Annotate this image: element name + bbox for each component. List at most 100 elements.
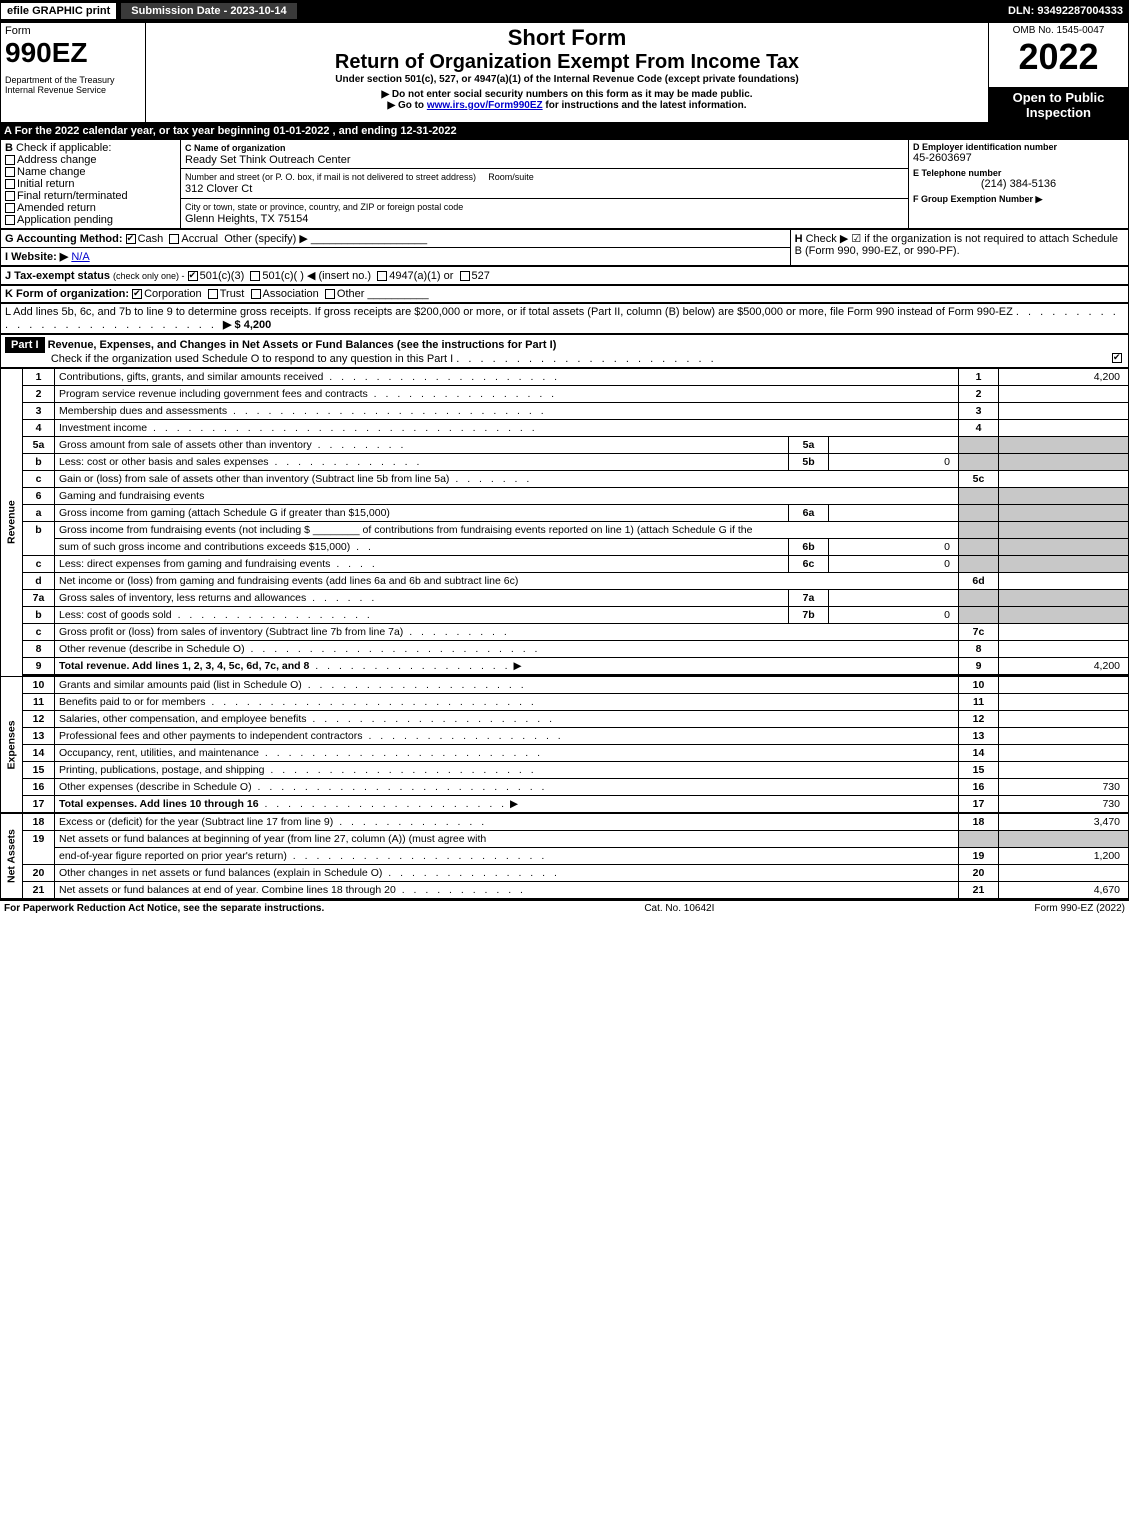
amended-return-checkbox[interactable]	[5, 203, 15, 213]
line-amount	[999, 419, 1129, 436]
line-box: 10	[959, 676, 999, 693]
line-amount	[999, 572, 1129, 589]
line-box-shaded	[959, 589, 999, 606]
city-label: City or town, state or province, country…	[185, 202, 463, 212]
inner-box: 6c	[789, 555, 829, 572]
box-e-label: E Telephone number	[913, 168, 1124, 178]
final-return-checkbox[interactable]	[5, 191, 15, 201]
box-b-label: B	[5, 142, 13, 154]
corporation-checkbox[interactable]	[132, 289, 142, 299]
line-amount	[999, 727, 1129, 744]
line-num: c	[23, 623, 55, 640]
501c3-checkbox[interactable]	[188, 271, 198, 281]
line-num: 12	[23, 710, 55, 727]
line-num: 11	[23, 693, 55, 710]
line-text: Other expenses (describe in Schedule O) …	[55, 778, 959, 795]
line-box: 18	[959, 813, 999, 831]
line-num: 9	[23, 657, 55, 675]
line-box: 21	[959, 881, 999, 899]
initial-return-checkbox[interactable]	[5, 179, 15, 189]
dots: . . . . . . . . . . . . . . . . . . . . …	[456, 353, 716, 365]
box-c-city: City or town, state or province, country…	[181, 198, 909, 228]
box-c-name: C Name of organization Ready Set Think O…	[181, 139, 909, 169]
box-l-table: L Add lines 5b, 6c, and 7b to line 9 to …	[0, 303, 1129, 334]
inner-amount: 0	[829, 555, 959, 572]
line-amount	[999, 864, 1129, 881]
line-text: Other revenue (describe in Schedule O) .…	[55, 640, 959, 657]
line-amount-shaded	[999, 453, 1129, 470]
line-amount	[999, 710, 1129, 727]
trust-checkbox[interactable]	[208, 289, 218, 299]
line-text: Program service revenue including govern…	[55, 385, 959, 402]
website-value[interactable]: N/A	[71, 251, 89, 263]
address-change-checkbox[interactable]	[5, 155, 15, 165]
501c3-label: 501(c)(3)	[200, 270, 245, 282]
line-box: 5c	[959, 470, 999, 487]
line-amount-shaded	[999, 487, 1129, 504]
line-text: Contributions, gifts, grants, and simila…	[55, 368, 959, 385]
efile-print-button[interactable]: efile GRAPHIC print	[0, 2, 117, 20]
footer-center: Cat. No. 10642I	[644, 903, 714, 914]
return-title: Return of Organization Exempt From Incom…	[150, 51, 984, 74]
line-amount-shaded	[999, 589, 1129, 606]
name-change-checkbox[interactable]	[5, 167, 15, 177]
accrual-checkbox[interactable]	[169, 234, 179, 244]
other-org-checkbox[interactable]	[325, 289, 335, 299]
goto-suffix: for instructions and the latest informat…	[543, 100, 747, 111]
box-k: K Form of organization: Corporation Trus…	[1, 285, 1129, 302]
line-num: d	[23, 572, 55, 589]
part1-header-table: Part I Revenue, Expenses, and Changes in…	[0, 334, 1129, 368]
line-box-shaded	[959, 830, 999, 847]
omb-year-cell: OMB No. 1545-0047 2022	[989, 23, 1129, 88]
box-l-amount: ▶ $ 4,200	[223, 319, 271, 331]
goto-instructions: ▶ Go to www.irs.gov/Form990EZ for instru…	[150, 100, 984, 111]
line-text: Less: direct expenses from gaming and fu…	[55, 555, 789, 572]
line-box-shaded	[959, 453, 999, 470]
schedule-o-checkbox[interactable]	[1112, 353, 1122, 363]
line-num: c	[23, 470, 55, 487]
line-box: 2	[959, 385, 999, 402]
inner-box: 7a	[789, 589, 829, 606]
association-checkbox[interactable]	[251, 289, 261, 299]
inner-amount: 0	[829, 606, 959, 623]
line-text: Total revenue. Add lines 1, 2, 3, 4, 5c,…	[55, 657, 959, 675]
4947a1-checkbox[interactable]	[377, 271, 387, 281]
irs-link[interactable]: www.irs.gov/Form990EZ	[427, 100, 543, 111]
omb-number: OMB No. 1545-0047	[993, 25, 1124, 36]
line-box: 16	[959, 778, 999, 795]
line-amount: 3,470	[999, 813, 1129, 831]
line-amount: 4,200	[999, 368, 1129, 385]
line-text: Occupancy, rent, utilities, and maintena…	[55, 744, 959, 761]
line-num: 6	[23, 487, 55, 504]
line-box: 13	[959, 727, 999, 744]
application-pending-checkbox[interactable]	[5, 215, 15, 225]
line-text: Excess or (deficit) for the year (Subtra…	[55, 813, 959, 831]
box-d-label: D Employer identification number	[913, 142, 1124, 152]
inner-box: 6a	[789, 504, 829, 521]
box-c-label: C Name of organization	[185, 143, 286, 153]
527-checkbox[interactable]	[460, 271, 470, 281]
cash-checkbox[interactable]	[126, 234, 136, 244]
part1-label: Part I	[5, 337, 45, 353]
street-label: Number and street (or P. O. box, if mail…	[185, 172, 476, 182]
tax-year: 2022	[993, 36, 1124, 78]
line-box: 3	[959, 402, 999, 419]
inner-box: 5a	[789, 436, 829, 453]
line-box: 7c	[959, 623, 999, 640]
box-i: I Website: ▶ N/A	[1, 247, 791, 265]
line-box: 20	[959, 864, 999, 881]
box-f-label: F Group Exemption Number ▶	[913, 194, 1124, 205]
501c-checkbox[interactable]	[250, 271, 260, 281]
box-j-label: J Tax-exempt status	[5, 270, 110, 282]
line-text: Net income or (loss) from gaming and fun…	[55, 572, 959, 589]
box-j-note: (check only one) -	[113, 271, 185, 281]
line-num: b	[23, 606, 55, 623]
line-amount	[999, 623, 1129, 640]
box-h-text: Check ▶ ☑ if the organization is not req…	[795, 233, 1118, 257]
line-text: Gross income from fundraising events (no…	[55, 521, 959, 538]
room-suite-label: Room/suite	[488, 172, 534, 182]
line-amount-shaded	[999, 504, 1129, 521]
inner-amount	[829, 504, 959, 521]
line-amount: 730	[999, 778, 1129, 795]
footer-right: Form 990-EZ (2022)	[1034, 903, 1125, 914]
